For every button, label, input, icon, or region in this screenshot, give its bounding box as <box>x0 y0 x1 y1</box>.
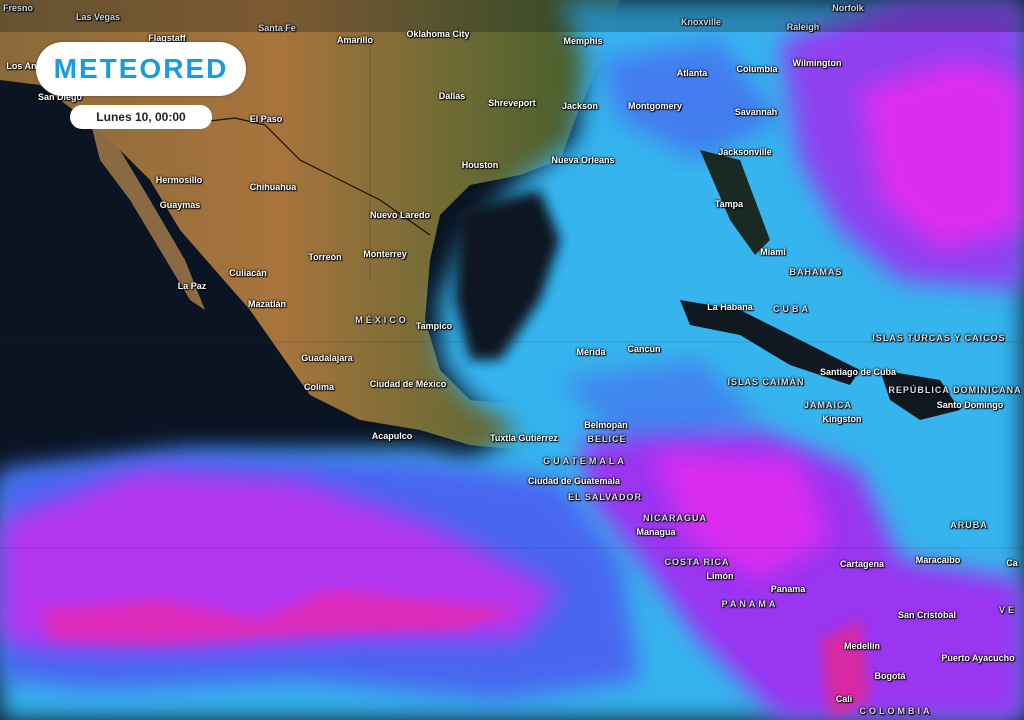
city-label: Las Vegas <box>75 12 121 22</box>
city-label: Raleigh <box>786 22 820 32</box>
country-label: COLOMBIA <box>859 706 933 716</box>
city-label: Guadalajara <box>301 353 353 363</box>
city-label: Knoxville <box>680 17 722 27</box>
country-label: EL SALVADOR <box>567 492 643 502</box>
city-label: Torreón <box>308 252 342 262</box>
country-label: CUBA <box>773 304 811 314</box>
city-label: Montgomery <box>628 101 682 111</box>
city-label: San Cristóbal <box>897 610 957 620</box>
forecast-time-badge: Lunes 10, 00:00 <box>70 105 212 129</box>
city-label: Managua <box>636 527 676 537</box>
country-label: ISLAS CAIMÁN <box>727 377 805 387</box>
city-label: Wilmington <box>792 58 842 68</box>
city-label: Shreveport <box>488 98 536 108</box>
land-hispaniola <box>880 370 960 420</box>
city-label: Cartagena <box>839 559 885 569</box>
city-label: Monterrey <box>363 249 407 259</box>
city-label: Columbia <box>736 64 778 74</box>
meteored-logo[interactable]: METEORED <box>36 42 246 96</box>
city-label: Chihuahua <box>249 182 297 192</box>
city-label: Norfolk <box>832 3 864 13</box>
city-label: Houston <box>461 160 499 170</box>
city-label: Medellín <box>843 641 881 651</box>
city-label: Maracaibo <box>915 555 961 565</box>
precip-ca-magenta <box>650 450 830 580</box>
city-label: Jacksonville <box>718 147 772 157</box>
city-label: Flagstaff <box>148 33 186 43</box>
precip-ne-magenta <box>860 60 1024 250</box>
city-label: Los Angeles <box>6 61 60 71</box>
city-label: Fresno <box>2 3 34 13</box>
city-label: La Habana <box>707 302 753 312</box>
precip-pacific-core <box>40 590 520 645</box>
land-florida <box>700 150 770 255</box>
city-label: Nuevo Laredo <box>369 210 431 220</box>
us-mexico-border <box>174 117 431 236</box>
country-label: NICARAGUA <box>643 513 707 523</box>
country-label: ARUBA <box>950 520 988 530</box>
city-label: Panama <box>770 584 806 594</box>
city-label: Mazatlán <box>247 299 287 309</box>
city-label: Colima <box>303 382 335 392</box>
city-label: Mérida <box>576 347 606 357</box>
city-label: Miami <box>760 247 786 257</box>
city-label: Atlanta <box>676 68 708 78</box>
logo-text: METEORED <box>53 53 229 84</box>
city-label: Oklahoma City <box>406 29 470 39</box>
city-label: Ciudad de Guatemala <box>527 476 621 486</box>
country-label: JAMAICA <box>803 400 853 410</box>
country-label: GUATEMALA <box>543 456 627 466</box>
city-label: Memphis <box>563 36 603 46</box>
land-baja <box>90 120 205 310</box>
city-label: Amarillo <box>336 35 374 45</box>
city-label: Tampico <box>415 321 453 331</box>
city-label: Santiago de Cuba <box>819 367 897 377</box>
city-label: San Diego <box>37 92 83 102</box>
country-label: BAHAMAS <box>789 267 843 277</box>
city-label: Puerto Ayacucho <box>941 653 1015 663</box>
city-label: El Paso <box>249 114 283 124</box>
city-label: Tuxtla Gutiérrez <box>490 433 558 443</box>
city-label: Nueva Orleans <box>551 155 615 165</box>
city-label: Culiacán <box>229 268 267 278</box>
city-label: Tampa <box>714 199 744 209</box>
city-label: Kingston <box>822 414 862 424</box>
precip-gulf-dry <box>455 190 560 360</box>
precip-colombia-core <box>820 620 870 720</box>
city-label: Cancún <box>627 344 661 354</box>
city-label: Cali <box>835 694 853 704</box>
top-shade <box>0 0 1024 32</box>
city-label: Jackson <box>561 101 599 111</box>
city-label: Dallas <box>438 91 466 101</box>
city-label: Ciudad de México <box>369 379 447 389</box>
city-label: Santa Fe <box>258 23 296 33</box>
city-label: Belmopán <box>584 420 628 430</box>
country-label: ISLAS TURCAS Y CAICOS <box>872 333 1006 343</box>
country-label: VE <box>998 605 1018 615</box>
precip-blue-1 <box>600 40 780 160</box>
city-label: Hermosillo <box>155 175 203 185</box>
city-label: Santo Domingo <box>936 400 1004 410</box>
country-label: PANAMA <box>721 599 779 609</box>
city-label: Bogotá <box>874 671 906 681</box>
city-label: Savannah <box>734 107 778 117</box>
city-label: La Paz <box>177 281 207 291</box>
country-label: COSTA RICA <box>664 557 730 567</box>
city-label: Guaymas <box>159 200 201 210</box>
country-label: REPÚBLICA DOMINICANA <box>888 385 1022 395</box>
country-label: MÉXICO <box>355 315 409 325</box>
city-label: Limón <box>706 571 734 581</box>
country-label: BELICE <box>587 434 627 444</box>
land-cuba <box>680 300 860 385</box>
city-label: Ca <box>1006 558 1018 568</box>
city-label: Acapulco <box>371 431 413 441</box>
